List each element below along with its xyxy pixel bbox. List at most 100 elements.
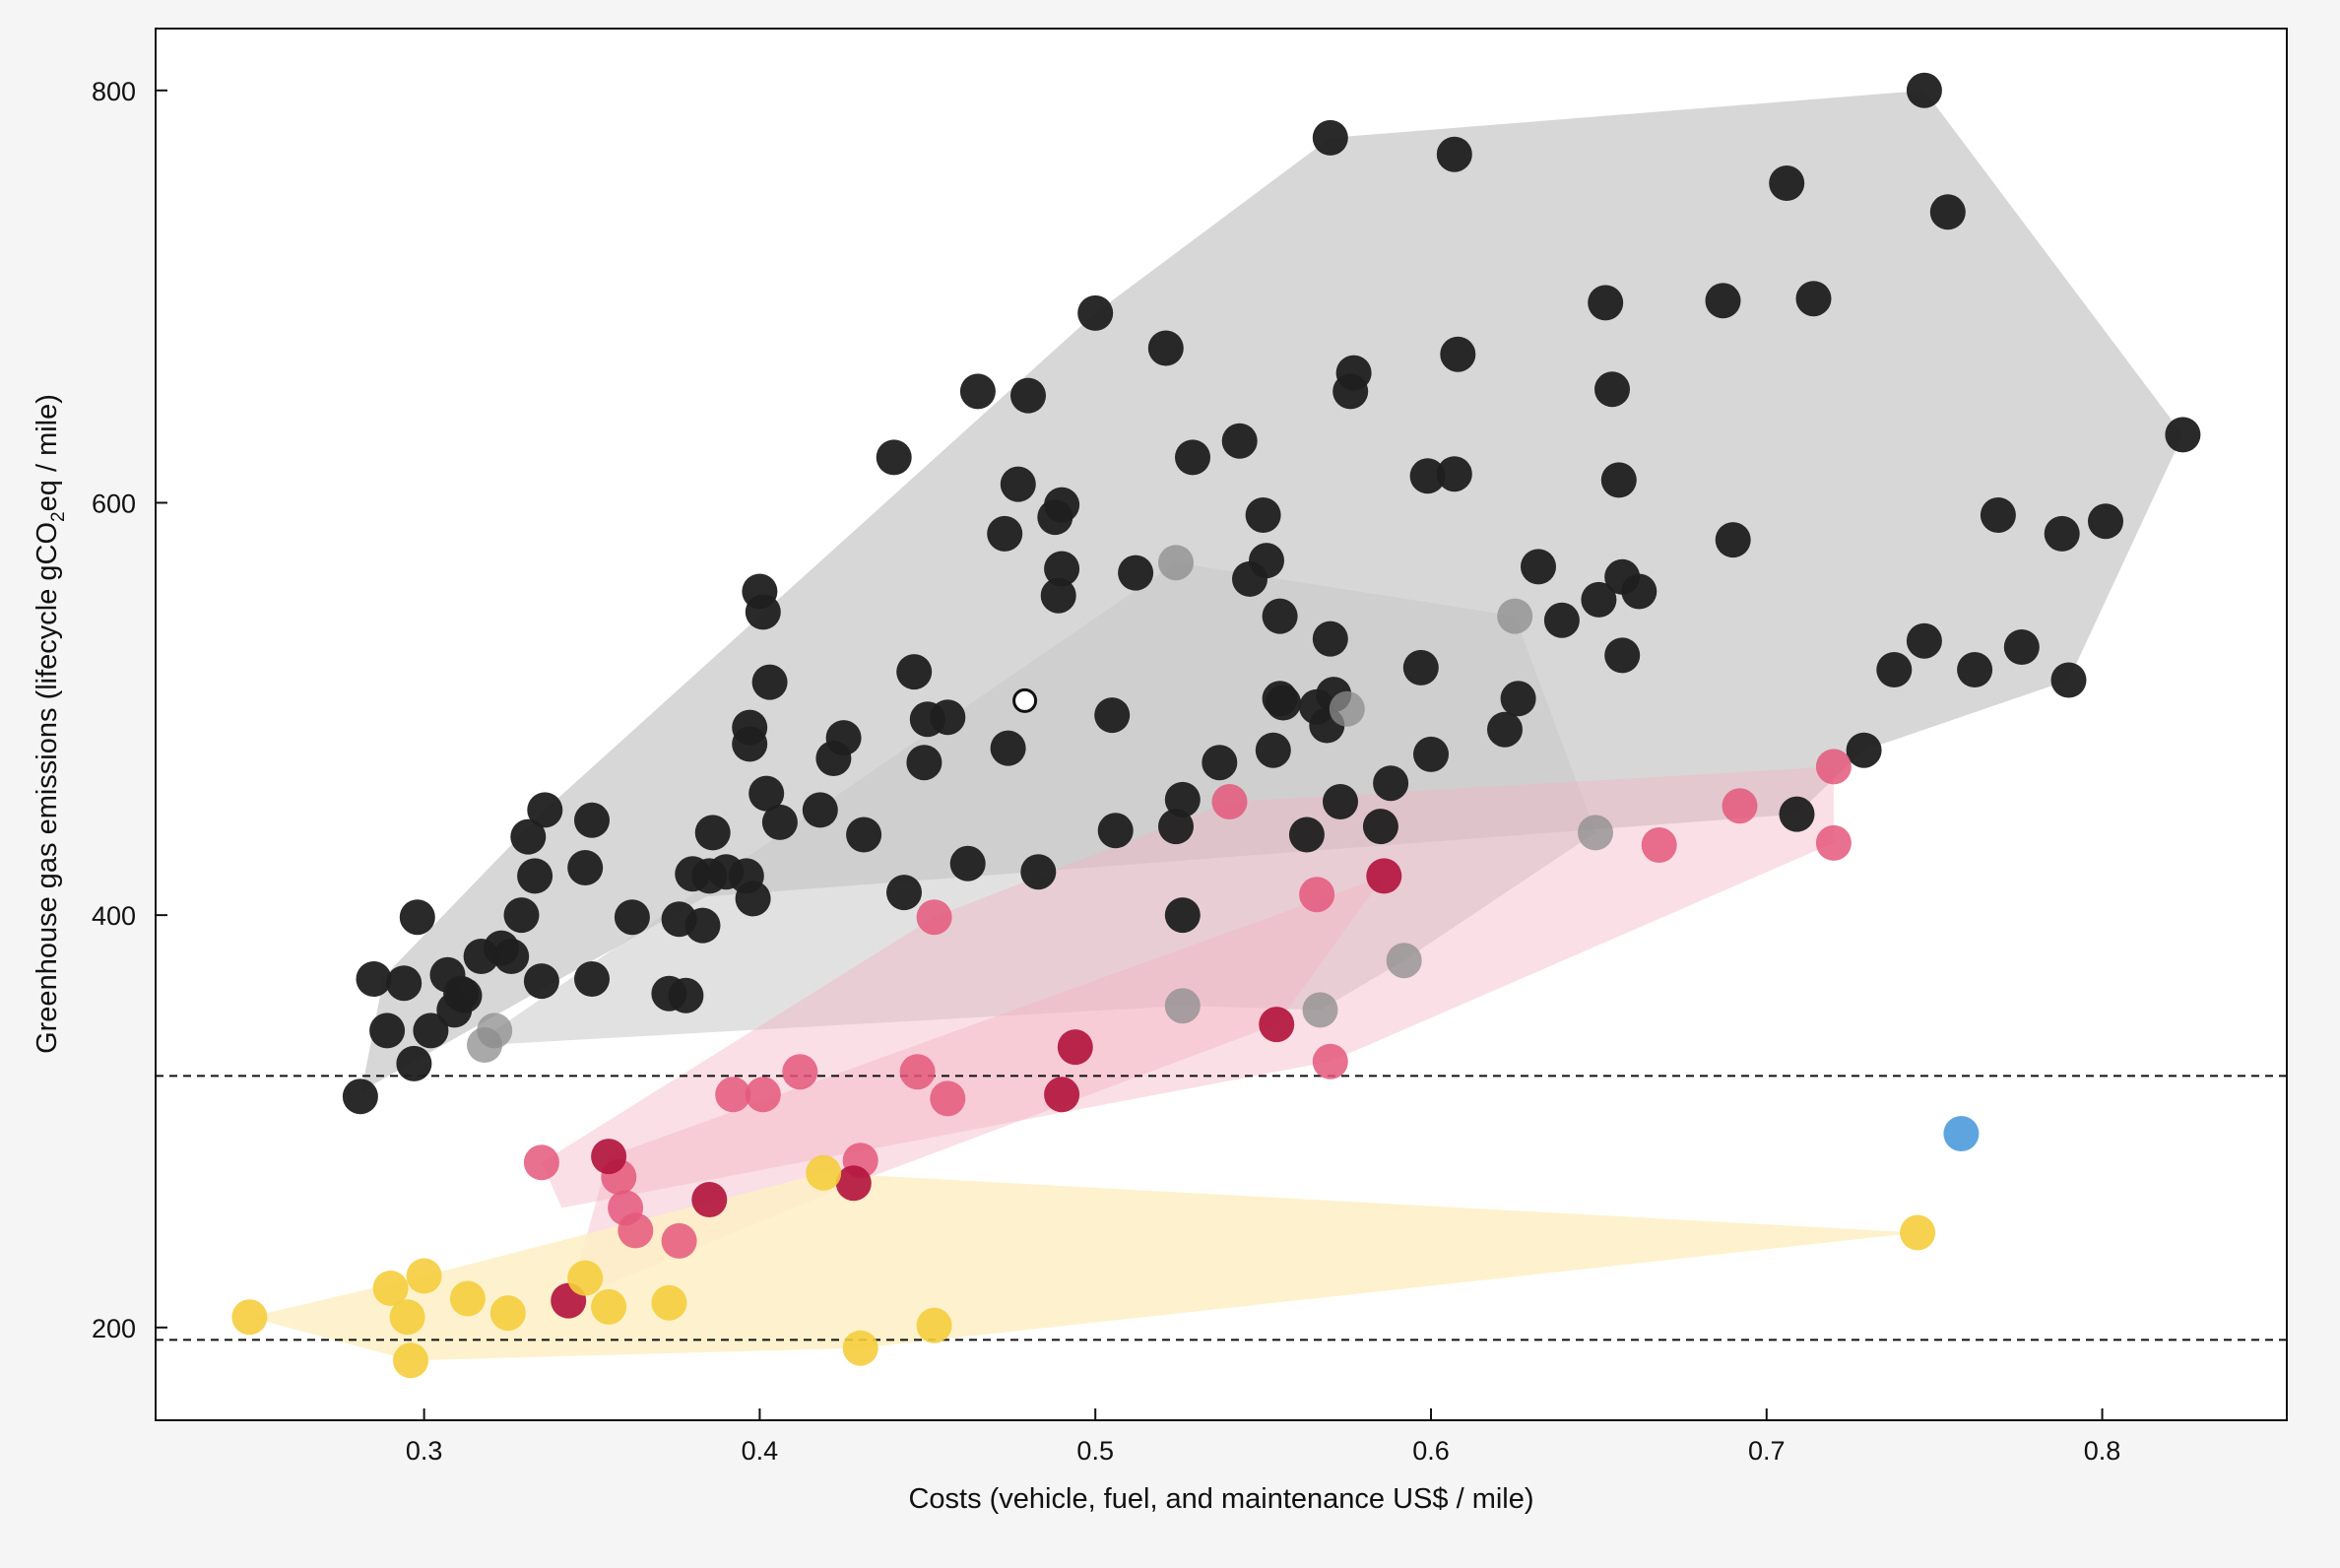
point-black-78 xyxy=(1262,598,1298,634)
y-axis-title-subscript: 2 xyxy=(48,511,69,522)
x-tick-label-1: 0.3 xyxy=(406,1436,443,1466)
hull-gray xyxy=(485,562,1595,1045)
point-pink-4 xyxy=(618,1212,654,1249)
point-black-123 xyxy=(2088,503,2123,540)
point-yellow-14 xyxy=(1900,1214,1936,1251)
point-pink-7 xyxy=(745,1077,781,1113)
y-tick-label-1: 200 xyxy=(92,1314,136,1343)
point-black-72 xyxy=(1221,423,1258,459)
point-black-48 xyxy=(906,745,942,781)
x-tick-label-3: 0.5 xyxy=(1076,1436,1114,1466)
point-black-69 xyxy=(1164,781,1201,817)
point-black-64 xyxy=(1097,813,1134,849)
x-axis-title: Costs (vehicle, fuel, and maintenance US… xyxy=(908,1483,1533,1515)
point-black-26 xyxy=(668,977,704,1013)
point-black-57 xyxy=(1020,854,1057,890)
point-black-112 xyxy=(1795,281,1832,317)
x-axis-ticks: 0.3 0.4 0.5 0.6 0.7 0.8 xyxy=(406,1408,2120,1466)
point-black-4 xyxy=(386,965,422,1002)
point-black-18 xyxy=(523,963,559,1000)
point-black-88 xyxy=(1335,355,1372,391)
point-black-67 xyxy=(1158,809,1194,845)
point-crimson-4 xyxy=(835,1165,872,1202)
point-black-93 xyxy=(1413,736,1449,772)
point-black-96 xyxy=(1440,336,1476,372)
point-black-23 xyxy=(614,899,650,936)
point-black-50 xyxy=(930,699,966,736)
point-black-92 xyxy=(1409,458,1446,494)
point-yellow-9 xyxy=(591,1288,627,1325)
y-axis-title-main: Greenhouse gas emissions (lifecycle gCO xyxy=(32,522,63,1054)
point-black-103 xyxy=(1594,371,1630,408)
point-black-21 xyxy=(574,961,610,997)
point-blue-1 xyxy=(1943,1116,1980,1151)
point-black-79 xyxy=(1266,685,1301,721)
point-yellow-1 xyxy=(231,1299,268,1336)
plot-frame xyxy=(155,28,2288,1421)
point-black-30 xyxy=(694,815,731,851)
point-black-47 xyxy=(896,654,933,690)
point-black-19 xyxy=(527,792,563,828)
point-black-56 xyxy=(1010,377,1046,414)
point-gray-5 xyxy=(1302,992,1338,1028)
point-black-86 xyxy=(1323,784,1358,819)
point-black-66 xyxy=(1147,330,1184,366)
point-black-34 xyxy=(732,709,768,746)
point-gray-3 xyxy=(1158,545,1194,581)
point-black-41 xyxy=(802,792,838,828)
point-black-52 xyxy=(959,373,996,410)
point-black-53 xyxy=(987,515,1023,552)
point-black-45 xyxy=(876,439,912,476)
point-black-70 xyxy=(1175,439,1210,476)
point-yellow-11 xyxy=(806,1154,842,1191)
point-black-108 xyxy=(1705,283,1741,319)
point-black-37 xyxy=(745,594,781,630)
point-gray-4 xyxy=(1164,988,1201,1024)
point-black-121 xyxy=(2044,515,2080,552)
point-black-100 xyxy=(1543,602,1580,638)
point-gray-8 xyxy=(1497,598,1533,634)
point-black-120 xyxy=(2003,629,2040,665)
point-black-115 xyxy=(1906,72,1942,108)
point-black-44 xyxy=(846,817,882,853)
point-black-68 xyxy=(1164,897,1201,934)
point-yellow-6 xyxy=(449,1280,486,1317)
point-black-91 xyxy=(1402,649,1439,686)
points-layer xyxy=(231,72,2201,1379)
point-black-99 xyxy=(1521,549,1556,585)
reference-lines xyxy=(156,1075,2287,1341)
point-gray-9 xyxy=(1578,815,1613,851)
point-yellow-13 xyxy=(916,1307,952,1343)
point-black-111 xyxy=(1779,796,1815,832)
point-black-39 xyxy=(751,664,788,700)
point-yellow-3 xyxy=(389,1299,425,1336)
point-black-95 xyxy=(1436,456,1472,492)
point-crimson-8 xyxy=(1366,858,1402,894)
point-yellow-12 xyxy=(842,1330,878,1366)
point-crimson-3 xyxy=(691,1182,728,1217)
point-black-60 xyxy=(1040,577,1076,614)
point-pink-12 xyxy=(930,1080,966,1117)
y-tick-label-3: 600 xyxy=(92,489,136,518)
point-black-16 xyxy=(510,818,547,855)
point-black-114 xyxy=(1876,652,1913,687)
point-pink-8 xyxy=(782,1054,818,1090)
point-black-40 xyxy=(761,804,798,840)
point-black-7 xyxy=(413,1013,449,1049)
y-tick-label-4: 800 xyxy=(92,77,136,106)
hull-pink xyxy=(541,766,1834,1209)
point-crimson-2 xyxy=(591,1139,627,1175)
point-black-51 xyxy=(949,845,986,882)
point-black-17 xyxy=(517,858,553,894)
point-black-94 xyxy=(1436,136,1472,172)
point-black-20 xyxy=(567,850,604,885)
point-black-2 xyxy=(356,961,392,997)
point-black-22 xyxy=(574,802,610,838)
point-black-101 xyxy=(1581,581,1617,618)
point-yellow-4 xyxy=(393,1342,428,1379)
point-black-84 xyxy=(1312,621,1348,657)
point-black-6 xyxy=(399,899,435,936)
point-black-83 xyxy=(1312,119,1348,156)
point-gray-6 xyxy=(1329,690,1365,727)
point-black-38 xyxy=(748,775,785,812)
